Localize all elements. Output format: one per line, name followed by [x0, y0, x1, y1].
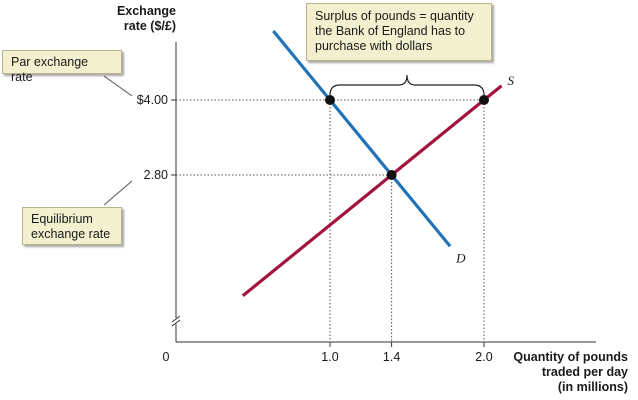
- surplus-callout: Surplus of pounds = quantity the Bank of…: [306, 3, 492, 61]
- surplus-callout-line: Surplus of pounds = quantity: [315, 9, 474, 23]
- points: [325, 95, 489, 180]
- y-tick-label: $4.00: [137, 93, 168, 107]
- par-rate-callout: Par exchange rate: [2, 50, 122, 84]
- x-origin-label: 0: [163, 350, 170, 364]
- x-tick-label: 1.0: [321, 350, 338, 364]
- curves: DS: [241, 29, 515, 297]
- y-axis-title-line: Exchange: [116, 4, 176, 18]
- curve-D: [272, 29, 452, 248]
- curve-label-D: D: [455, 250, 466, 265]
- axis-break-mark: [171, 319, 181, 327]
- x-axis-title: Quantity of pounds traded per day (in mi…: [500, 350, 628, 395]
- intersection-point: [479, 95, 489, 105]
- axis-break-gap: [171, 318, 181, 324]
- surplus-callout-line: purchase with dollars: [315, 39, 433, 53]
- y-axis-title: Exchange rate ($/£): [90, 4, 176, 34]
- annotation-connectors: [103, 74, 485, 206]
- y-axis-title-line: rate ($/£): [123, 19, 176, 33]
- equilibrium-rate-connector: [103, 180, 133, 206]
- x-axis-title-line: (in millions): [557, 380, 628, 394]
- x-tick-label: 1.4: [383, 350, 400, 364]
- y-tick-label: 2.80: [144, 168, 168, 182]
- curve-label-S: S: [508, 73, 515, 88]
- equilibrium-rate-callout: Equilibrium exchange rate: [22, 207, 122, 245]
- axis-break-mark: [171, 315, 181, 323]
- equilibrium-callout-line: Equilibrium: [31, 212, 93, 226]
- tick-labels: $4.00 2.80 1.0 1.4 2.0 0: [137, 93, 493, 364]
- surplus-callout-line: the Bank of England has to: [315, 24, 466, 38]
- axes: [171, 42, 596, 343]
- x-tick-label: 2.0: [475, 350, 492, 364]
- par-rate-callout-text: Par exchange rate: [11, 55, 89, 84]
- surplus-brace: [329, 74, 485, 96]
- curve-S: [241, 84, 503, 297]
- x-axis-title-line: traded per day: [541, 365, 628, 379]
- par-rate-connector: [103, 75, 133, 97]
- x-axis-title-line: Quantity of pounds: [513, 350, 628, 364]
- equilibrium-callout-line: exchange rate: [31, 227, 111, 241]
- intersection-point: [325, 95, 335, 105]
- intersection-point: [386, 170, 397, 180]
